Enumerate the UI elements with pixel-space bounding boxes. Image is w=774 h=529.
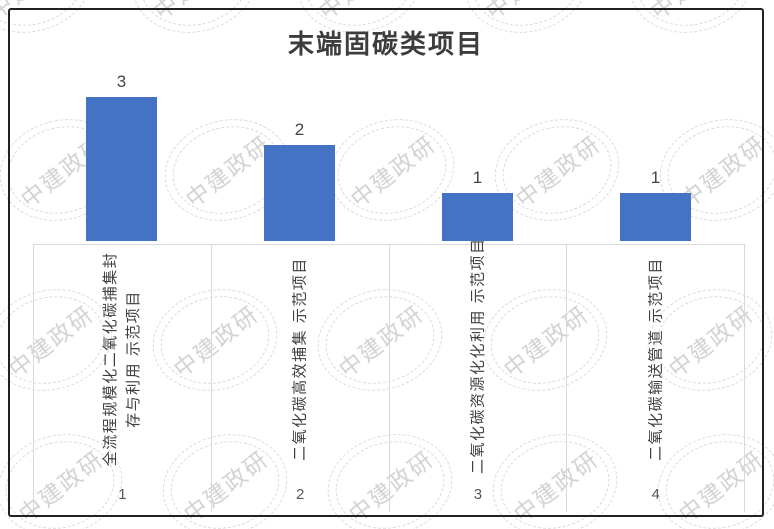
bar-column: 3 xyxy=(86,72,157,241)
category-cell: 二氧化碳资源化化利用 示范项目 3 xyxy=(390,237,568,512)
bar-column: 1 xyxy=(442,168,513,241)
chart-card: 末端固碳类项目 3 2 1 1 全流程规模化二氧化碳捕集封存与利用 示范项目 1 xyxy=(8,8,764,517)
bar-column: 1 xyxy=(620,168,691,241)
category-label: 二氧化碳输送管道 示范项目 xyxy=(647,257,665,461)
bar xyxy=(620,193,691,241)
category-index-label: 1 xyxy=(118,486,127,503)
bar-value-label: 1 xyxy=(650,168,661,188)
bar-value-label: 2 xyxy=(294,120,305,140)
category-index-label: 2 xyxy=(295,486,305,503)
category-label: 全流程规模化二氧化碳捕集封存与利用 示范项目 xyxy=(102,251,143,467)
category-label: 二氧化碳资源化化利用 示范项目 xyxy=(469,237,487,474)
chart-title: 末端固碳类项目 xyxy=(287,29,484,59)
bar-value-label: 3 xyxy=(116,72,127,92)
category-cell: 二氧化碳高效捕集 示范项目 2 xyxy=(212,245,390,512)
bar xyxy=(86,97,157,241)
category-index-label: 4 xyxy=(651,486,660,503)
category-index-label: 3 xyxy=(473,486,483,503)
bar-column: 2 xyxy=(264,120,335,241)
bar xyxy=(442,193,513,241)
category-axis: 全流程规模化二氧化碳捕集封存与利用 示范项目 1 二氧化碳高效捕集 示范项目 2… xyxy=(33,237,745,512)
category-label: 二氧化碳高效捕集 示范项目 xyxy=(291,257,309,461)
bar-value-label: 1 xyxy=(472,168,483,188)
category-cell: 二氧化碳输送管道 示范项目 4 xyxy=(567,245,745,512)
category-cell: 全流程规模化二氧化碳捕集封存与利用 示范项目 1 xyxy=(34,245,212,512)
bar xyxy=(264,145,335,241)
category-axis-line xyxy=(33,244,745,245)
